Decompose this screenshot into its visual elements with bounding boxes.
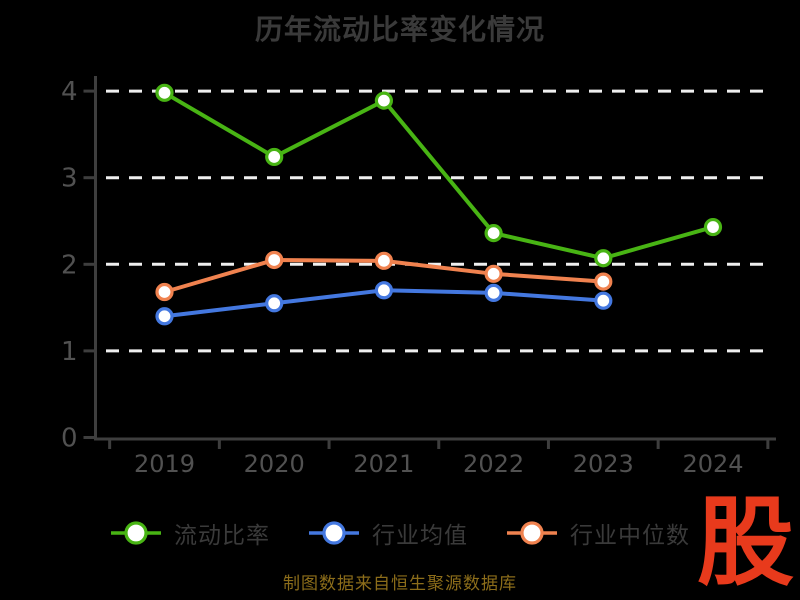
x-tick-label: 2023 [573,450,634,478]
attribution-text: 制图数据来自恒生聚源数据库 [283,574,517,594]
legend-marker-icon [111,521,161,545]
series-line [162,90,715,261]
data-point-marker [594,249,613,268]
legend-item: 行业中位数 [506,516,690,550]
data-point-marker [265,294,284,313]
legend-marker-icon [507,521,557,545]
data-point-marker [374,281,393,300]
y-tick-label: 0 [61,424,78,454]
data-point-marker [155,83,174,102]
x-tick-label: 2021 [353,450,414,478]
data-point-marker [265,147,284,167]
x-tick-label: 2020 [244,450,305,478]
data-point-marker [703,217,723,237]
x-tick-label: 2019 [134,450,195,478]
y-tick-label: 4 [61,77,78,107]
legend: 流动比率 行业均值 行业中位数 [0,516,800,550]
data-point-marker [594,291,613,310]
chart-svg: 0 1 2 3 4 2019 2020 2021 2022 2023 2024 [61,76,776,478]
page-title: 历年流动比率变化情况 [254,13,545,46]
legend-item: 行业均值 [308,516,468,550]
legend-label: 流动比率 [174,523,270,549]
y-tick-label: 3 [61,164,78,194]
data-point-marker [374,91,393,110]
y-tick-label: 2 [61,250,78,280]
legend-marker-icon [309,521,359,545]
x-tick-label: 2022 [463,450,524,478]
data-point-marker [265,250,284,270]
legend-label: 行业均值 [372,523,468,549]
data-point-marker [484,283,503,302]
data-point-marker [155,282,174,302]
data-point-marker [484,264,503,283]
data-point-marker [594,272,613,291]
brand-logo: 股 [697,486,794,599]
x-tick-label: 2024 [682,450,743,478]
legend-item: 流动比率 [110,516,270,550]
legend-label: 行业中位数 [570,523,690,549]
data-point-marker [374,251,393,270]
data-point-marker [484,224,503,243]
y-tick-label: 1 [61,337,78,367]
data-point-marker [155,307,174,326]
